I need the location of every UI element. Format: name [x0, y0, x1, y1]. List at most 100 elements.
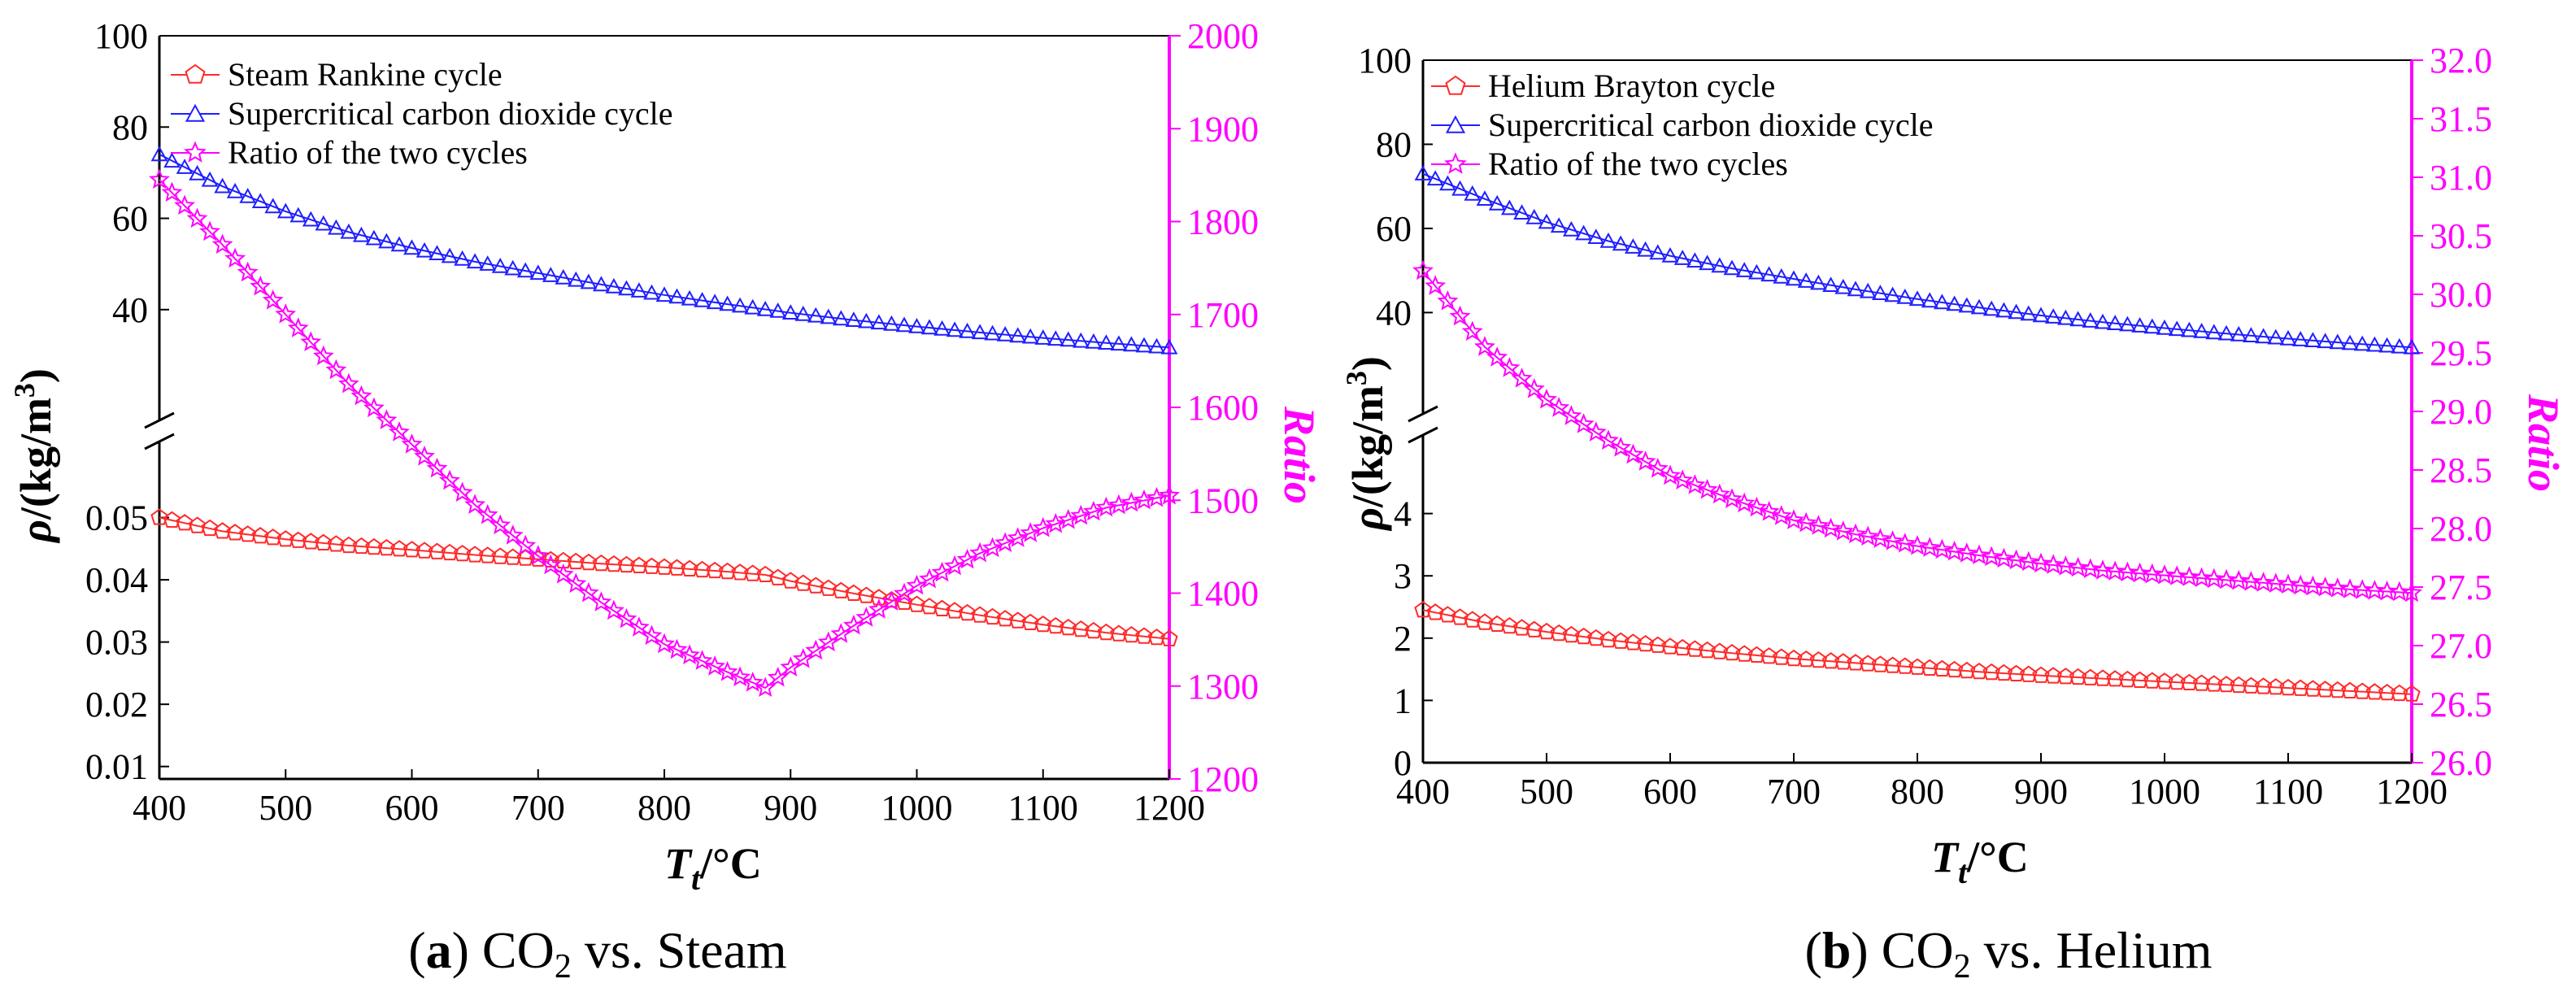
x-tick-label: 600 [385, 788, 439, 828]
data-point-triangle [1896, 288, 1914, 304]
data-point-pentagon [150, 508, 168, 525]
data-point-star [1943, 540, 1965, 561]
data-point-triangle [1426, 170, 1444, 186]
data-point-star [1882, 530, 1904, 550]
data-point-star [1857, 525, 1879, 546]
data-point-pentagon [1122, 625, 1141, 643]
data-point-triangle [1760, 266, 1778, 282]
data-point-triangle [1797, 272, 1815, 288]
x-tick-label: 800 [637, 788, 691, 828]
data-point-triangle [1476, 190, 1494, 206]
data-point-star [1070, 504, 1092, 525]
data-point-star [1659, 464, 1682, 485]
data-point-star [2265, 572, 2287, 594]
data-point-triangle [1847, 281, 1865, 297]
data-point-pentagon [1574, 627, 1593, 645]
data-point-star [805, 639, 827, 660]
data-point-triangle [2193, 323, 2210, 338]
y-tick-label-upper: 40 [1376, 293, 1412, 333]
data-point-pentagon [315, 533, 333, 550]
data-point-triangle [1625, 238, 1642, 254]
y-tick-label-upper: 100 [94, 16, 148, 56]
data-point-triangle [516, 262, 534, 278]
data-point-triangle [655, 286, 673, 302]
data-point-triangle [781, 304, 799, 320]
data-point-star [1473, 336, 1496, 356]
data-point-triangle [176, 159, 194, 174]
x-tick-label: 1100 [1008, 788, 1078, 828]
data-point-triangle [1735, 262, 1753, 277]
data-point-triangle [542, 267, 559, 282]
caption-paren-close: ) [1851, 921, 1881, 979]
data-point-star [540, 554, 562, 575]
data-point-triangle [668, 288, 685, 304]
data-point-pentagon [226, 524, 244, 541]
data-point-triangle [189, 164, 206, 181]
data-point-star [729, 666, 751, 687]
data-point-triangle [2082, 312, 2100, 328]
data-point-pentagon [946, 602, 964, 619]
data-point-pentagon [1562, 625, 1581, 643]
y-axis-title: ρ/(kg/m3) [8, 368, 60, 544]
data-point-star [1808, 515, 1830, 535]
data-point-star [1844, 523, 1867, 544]
data-point-triangle [580, 273, 598, 289]
data-point-star [1906, 534, 1929, 555]
y-tick-label-upper: 100 [1358, 41, 1412, 80]
figure-caption: (b) CO2 vs. Helium [1805, 921, 2213, 985]
data-point-triangle [731, 297, 749, 313]
data-point-triangle [1550, 217, 1568, 233]
y2-tick-label: 29.5 [2430, 333, 2492, 373]
data-point-star [830, 623, 852, 643]
data-point-star [250, 275, 272, 296]
data-point-star [881, 590, 903, 611]
data-point-pentagon [1512, 619, 1531, 636]
data-point-triangle [1160, 338, 1178, 355]
y2-tick-label: 1600 [1187, 388, 1259, 428]
data-point-pentagon [1451, 608, 1469, 625]
x-tick-label: 900 [2014, 772, 2068, 811]
data-point-star [2092, 559, 2113, 580]
data-point-triangle [946, 321, 964, 337]
legend-label: Supercritical carbon dioxide cycle [228, 95, 673, 132]
data-point-star [1486, 346, 1508, 367]
y-axis-title-superscript: 3 [1340, 371, 1373, 385]
y2-tick-label: 1300 [1187, 667, 1259, 707]
data-point-star [426, 457, 448, 478]
data-point-triangle [694, 292, 711, 307]
y-tick-label-upper: 60 [112, 199, 148, 239]
y2-tick-label: 31.0 [2430, 158, 2492, 198]
data-point-star [1461, 320, 1483, 342]
y2-tick-label: 1900 [1187, 109, 1259, 149]
data-point-pentagon [996, 610, 1014, 627]
data-point-triangle [1034, 329, 1052, 345]
data-point-triangle [1439, 175, 1456, 191]
x-tick-label: 500 [259, 788, 312, 828]
data-point-star [2240, 571, 2262, 591]
data-point-star [1832, 520, 1854, 541]
data-point-triangle [1575, 224, 1592, 241]
data-point-pentagon [1034, 615, 1052, 633]
data-point-triangle [1085, 333, 1103, 349]
data-point-pentagon [1160, 629, 1178, 646]
data-point-triangle [2044, 308, 2062, 324]
data-point-pentagon [239, 525, 257, 542]
x-axis-title: Tt/°C [664, 839, 762, 897]
data-point-triangle [1464, 185, 1482, 201]
y2-tick-label: 28.0 [2430, 509, 2492, 549]
data-point-star [1746, 496, 1768, 517]
data-point-star [1057, 508, 1079, 529]
y2-tick-label: 27.0 [2430, 626, 2492, 666]
data-point-triangle [1810, 274, 1827, 290]
data-point-triangle [365, 229, 383, 246]
data-point-star [2166, 565, 2188, 585]
data-point-pentagon [302, 533, 320, 550]
y-tick-label-lower: 0.05 [85, 498, 148, 538]
data-point-triangle [1060, 331, 1077, 347]
data-point-triangle [769, 302, 787, 318]
data-point-triangle [1686, 252, 1704, 268]
data-point-star [1425, 275, 1447, 295]
axis-break-mark [1408, 405, 1438, 423]
data-point-triangle [1982, 300, 2000, 316]
data-point-star [956, 548, 978, 569]
